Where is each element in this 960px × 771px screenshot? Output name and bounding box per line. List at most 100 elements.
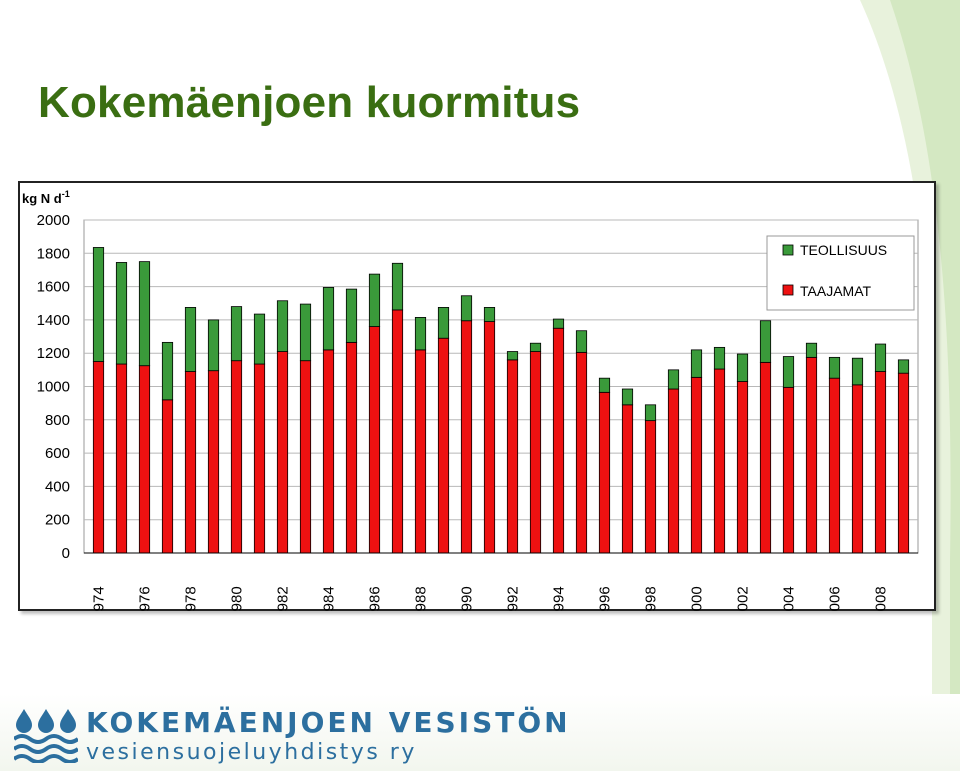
bar-teollisuus-2005 <box>805 342 818 358</box>
footer-organization-name: KOKEMÄENJOEN VESISTÖN <box>86 706 571 739</box>
x-tick-label: 2006 <box>827 586 844 611</box>
bar-taajamat-1978 <box>184 371 197 554</box>
stacked-bar-chart: 0 200 400 600 800 1000 1200 1400 1600 1800 2000 19… <box>22 189 919 611</box>
bar-taajamat-2001 <box>713 368 726 554</box>
bar-teollisuus-1977 <box>161 341 174 401</box>
bar-taajamat-2009 <box>897 372 910 554</box>
x-tick-labels: 1974 1976 1978 1980 1982 1984 1986 1988 1990 1992… <box>91 586 890 611</box>
bar-taajamat-1987 <box>391 309 404 554</box>
water-drops-logo-icon <box>14 709 78 763</box>
bar-teollisuus-2009 <box>897 359 910 374</box>
bar-taajamat-1994 <box>552 327 565 554</box>
y-axis-label: kg N d-1 <box>22 189 70 206</box>
footer-bar <box>0 694 960 771</box>
y-tick-label: 800 <box>45 412 70 429</box>
x-tick-label: 1980 <box>229 586 246 611</box>
bar-teollisuus-1982 <box>276 300 289 352</box>
x-tick-label: 1998 <box>643 586 660 611</box>
bar-taajamat-2003 <box>759 361 772 554</box>
bar-teollisuus-1975 <box>115 262 128 365</box>
bar-teollisuus-1996 <box>598 377 611 393</box>
bar-teollisuus-1999 <box>667 369 680 390</box>
bar-teollisuus-1993 <box>529 342 542 352</box>
bar-teollisuus-1998 <box>644 404 657 422</box>
x-tick-label: 1976 <box>137 586 154 611</box>
bar-teollisuus-1976 <box>138 261 151 367</box>
bar-teollisuus-1986 <box>368 273 381 327</box>
bar-teollisuus-2007 <box>851 357 864 386</box>
y-tick-label: 1200 <box>37 345 70 362</box>
bar-teollisuus-2000 <box>690 349 703 378</box>
legend-swatch-taajamat <box>782 284 794 296</box>
bar-taajamat-1993 <box>529 351 542 554</box>
x-tick-label: 2002 <box>735 586 752 611</box>
x-tick-label: 1974 <box>91 586 108 611</box>
y-tick-label: 1800 <box>37 245 70 262</box>
bar-teollisuus-1990 <box>460 295 473 322</box>
y-tick-label: 0 <box>62 545 70 562</box>
bar-taajamat-1985 <box>345 341 358 554</box>
legend-label-teollisuus: TEOLLISUUS <box>800 242 887 258</box>
bar-teollisuus-1995 <box>575 330 588 353</box>
y-tick-label: 1400 <box>37 312 70 329</box>
bar-taajamat-1979 <box>207 370 220 554</box>
y-tick-label: 2000 <box>37 212 70 229</box>
bar-teollisuus-1985 <box>345 288 358 343</box>
x-tick-label: 1994 <box>551 586 568 611</box>
x-tick-label: 1986 <box>367 586 384 611</box>
bar-teollisuus-1994 <box>552 318 565 329</box>
bar-teollisuus-2002 <box>736 353 749 382</box>
bar-taajamat-2005 <box>805 356 818 554</box>
y-tick-label: 200 <box>45 512 70 529</box>
bar-teollisuus-1979 <box>207 319 220 372</box>
legend: TEOLLISUUS TAAJAMAT <box>766 235 915 311</box>
bar-teollisuus-1992 <box>506 351 519 361</box>
bar-teollisuus-2008 <box>874 343 887 372</box>
bar-teollisuus-2004 <box>782 356 795 388</box>
bar-taajamat-1980 <box>230 360 243 554</box>
bar-taajamat-1976 <box>138 365 151 554</box>
y-axis-label-text: kg N d <box>22 191 62 206</box>
y-axis-label-sup: -1 <box>62 189 70 199</box>
bar-taajamat-1974 <box>92 361 105 554</box>
bar-taajamat-1977 <box>161 399 174 554</box>
bar-teollisuus-1984 <box>322 287 335 351</box>
x-tick-label: 1982 <box>275 586 292 611</box>
bar-taajamat-2008 <box>874 371 887 554</box>
bar-teollisuus-1997 <box>621 388 634 406</box>
bar-taajamat-1983 <box>299 360 312 554</box>
bar-teollisuus-1988 <box>414 317 427 351</box>
bar-teollisuus-2003 <box>759 320 772 363</box>
bar-teollisuus-2006 <box>828 356 841 379</box>
bar-taajamat-2000 <box>690 376 703 554</box>
x-tick-label: 1984 <box>321 586 338 611</box>
bar-taajamat-1995 <box>575 351 588 554</box>
y-tick-label: 600 <box>45 445 70 462</box>
x-tick-label: 1978 <box>183 586 200 611</box>
bar-taajamat-1982 <box>276 351 289 554</box>
bar-taajamat-2002 <box>736 381 749 554</box>
y-tick-label: 400 <box>45 478 70 495</box>
x-tick-label: 1990 <box>459 586 476 611</box>
y-tick-label: 1600 <box>37 279 70 296</box>
bar-taajamat-2006 <box>828 377 841 554</box>
legend-label-taajamat: TAAJAMAT <box>800 283 871 299</box>
legend-swatch-teollisuus <box>782 244 794 256</box>
bar-taajamat-2004 <box>782 386 795 554</box>
bar-taajamat-1975 <box>115 363 128 554</box>
bar-taajamat-1986 <box>368 326 381 554</box>
bar-taajamat-1990 <box>460 320 473 554</box>
slide-title: Kokemäenjoen kuormitus <box>38 78 581 127</box>
x-tick-label: 1996 <box>597 586 614 611</box>
bar-teollisuus-2001 <box>713 346 726 370</box>
bar-teollisuus-1989 <box>437 307 450 339</box>
bar-taajamat-1981 <box>253 363 266 554</box>
bar-taajamat-1999 <box>667 388 680 554</box>
bar-teollisuus-1978 <box>184 307 197 372</box>
x-tick-label: 2004 <box>781 586 798 611</box>
x-tick-label: 1988 <box>413 586 430 611</box>
bar-taajamat-1996 <box>598 391 611 554</box>
y-tick-label: 1000 <box>37 379 70 396</box>
bar-teollisuus-1987 <box>391 262 404 311</box>
bar-taajamat-1992 <box>506 359 519 554</box>
